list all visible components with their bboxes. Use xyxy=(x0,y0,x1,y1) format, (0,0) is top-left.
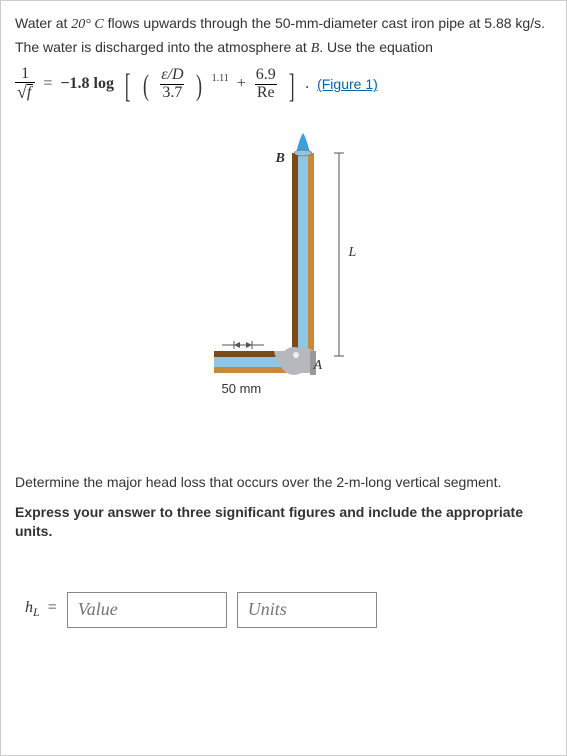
equals: = xyxy=(43,75,52,93)
temp-c: C xyxy=(91,17,104,32)
problem-statement: Water at 20° C flows upwards through the… xyxy=(15,13,552,60)
label-a: A xyxy=(314,358,323,374)
lhs-den-sym: f xyxy=(27,84,33,102)
exponent: 1.11 xyxy=(212,73,229,84)
txt: Water at xyxy=(15,15,71,31)
segment-length: 2-m-long xyxy=(336,474,391,490)
diagram-wrap: B L A 50 mm xyxy=(15,133,552,413)
dim-50mm: 50 mm xyxy=(222,381,262,396)
point-b: B xyxy=(311,41,320,56)
question-line1: Determine the major head loss that occur… xyxy=(15,473,552,493)
left-paren: ( xyxy=(143,74,149,98)
answer-variable: hL = xyxy=(25,599,57,620)
coef: −1.8 log xyxy=(60,75,114,93)
value-input[interactable] xyxy=(67,592,227,628)
units-input[interactable] xyxy=(237,592,377,628)
period: . xyxy=(305,75,309,93)
temperature: 20° xyxy=(71,17,91,32)
txt: cast iron pipe at xyxy=(378,15,485,31)
lhs-den: √f xyxy=(15,82,35,103)
rhs-num: 6.9 xyxy=(254,67,278,84)
inner-num: ε/D xyxy=(159,67,185,84)
var-h: h xyxy=(25,599,33,616)
txt: Determine the major head loss that occur… xyxy=(15,474,336,490)
pipe-diameter: 50-mm-diameter xyxy=(275,15,378,31)
rhs-fraction: 6.9 Re xyxy=(254,67,278,102)
right-paren: ) xyxy=(196,74,202,98)
equation: 1 √f = −1.8 log [ ( ε/D 3.7 ) 1.11 + 6.9… xyxy=(15,66,552,104)
txt: . Use the equation xyxy=(319,39,433,55)
txt: The water is discharged into the atmosph… xyxy=(15,39,311,55)
right-bracket: ] xyxy=(289,73,295,100)
txt: flows upwards through the xyxy=(104,15,275,31)
label-b: B xyxy=(276,151,285,167)
left-bracket: [ xyxy=(125,73,131,100)
eq-sign: = xyxy=(48,599,57,616)
statement-line1: Water at 20° C flows upwards through the… xyxy=(15,13,552,35)
plus: + xyxy=(237,75,246,93)
question-line2: Express your answer to three significant… xyxy=(15,503,552,542)
question-block: Determine the major head loss that occur… xyxy=(15,473,552,542)
rhs-den: Re xyxy=(255,84,277,102)
pipe-diagram: B L A 50 mm xyxy=(174,133,394,413)
problem-container: Water at 20° C flows upwards through the… xyxy=(0,0,567,756)
txt: vertical segment. xyxy=(392,474,502,490)
statement-line2: The water is discharged into the atmosph… xyxy=(15,37,552,59)
var-sub: L xyxy=(33,606,40,620)
figure-link[interactable]: (Figure 1) xyxy=(317,76,378,92)
label-l: L xyxy=(349,245,357,261)
lhs-num: 1 xyxy=(19,66,31,83)
flow-rate: 5.88 kg/s. xyxy=(484,15,545,31)
diagram-svg xyxy=(174,133,394,413)
lhs-fraction: 1 √f xyxy=(15,66,35,104)
inner-den: 3.7 xyxy=(160,84,184,102)
answer-row: hL = xyxy=(25,592,552,628)
inner-fraction: ε/D 3.7 xyxy=(159,67,185,102)
